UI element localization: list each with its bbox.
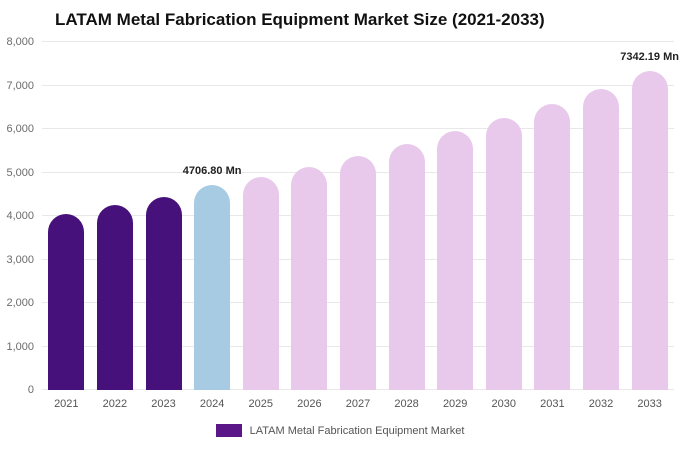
x-tick-label-2021: 2021 — [54, 398, 79, 410]
plot-area: 4706.80 Mn 7342.19 Mn — [42, 41, 679, 390]
bar-slot-2024: 4706.80 Mn — [183, 42, 241, 390]
y-tick-label: 3,000 — [6, 253, 34, 266]
bar-slot-2021 — [42, 42, 91, 390]
y-axis: 0 1,000 2,000 3,000 4,000 5,000 6,000 7,000 8,00… — [0, 36, 36, 396]
bars: 4706.80 Mn 7342.19 Mn — [42, 42, 679, 390]
gridline — [42, 128, 674, 129]
chart-title: LATAM Metal Fabrication Equipment Market… — [55, 10, 545, 29]
bar-slot-2027 — [334, 42, 383, 390]
gridline — [42, 41, 674, 42]
bar-slot-2025 — [236, 42, 285, 390]
x-tick-label-2032: 2032 — [588, 398, 614, 410]
bar-2023[interactable] — [145, 196, 182, 390]
bar-2024[interactable] — [194, 185, 231, 390]
x-tick-label-2023: 2023 — [151, 398, 176, 410]
y-tick-label: 8,000 — [6, 36, 34, 48]
x-tick-label-2028: 2028 — [394, 398, 419, 410]
data-label-2024: 4706.80 Mn — [182, 165, 242, 178]
legend: LATAM Metal Fabrication Equipment Market — [0, 424, 680, 437]
bar-slot-2022 — [91, 42, 140, 390]
data-label-2033: 7342.19 Mn — [620, 50, 679, 63]
bar-slot-2026 — [285, 42, 334, 390]
y-tick-label: 2,000 — [6, 297, 34, 309]
x-tick-label-2030: 2030 — [491, 398, 517, 410]
y-tick-label: 5,000 — [6, 166, 34, 179]
bar-slot-2028 — [382, 42, 431, 390]
x-tick-label-2022: 2022 — [102, 398, 128, 410]
bar-2033[interactable] — [631, 70, 668, 390]
bar-2030[interactable] — [485, 118, 522, 390]
bar-2021[interactable] — [48, 213, 85, 390]
bar-slot-2032 — [577, 42, 626, 390]
bar-2022[interactable] — [96, 205, 133, 390]
gridline — [42, 84, 674, 86]
x-tick-label-2025: 2025 — [248, 398, 273, 410]
x-tick-label-2027: 2027 — [345, 398, 371, 410]
bar-slot-2033: 7342.19 Mn — [620, 42, 679, 390]
y-tick-label: 7,000 — [6, 79, 34, 92]
x-tick-label-2026: 2026 — [297, 398, 322, 410]
bar-2027[interactable] — [339, 155, 376, 390]
x-axis: 2021 2022 2023 2024 2025 2026 2027 2028 2029 2030… — [42, 390, 674, 410]
bar-slot-2030 — [479, 42, 528, 390]
y-tick-label: 1,000 — [6, 340, 34, 353]
bar-2032[interactable] — [583, 88, 619, 390]
legend-swatch-icon — [215, 424, 242, 437]
legend-label: LATAM Metal Fabrication Equipment Market — [249, 424, 465, 437]
y-tick-label: 0 — [27, 384, 34, 396]
bar-2031[interactable] — [534, 103, 571, 390]
y-tick-label: 4,000 — [6, 210, 34, 222]
bar-2029[interactable] — [437, 131, 474, 390]
x-tick-label-2031: 2031 — [540, 398, 565, 410]
bar-slot-2029 — [431, 42, 480, 390]
bar-2028[interactable] — [388, 144, 425, 390]
bar-slot-2031 — [528, 42, 577, 390]
x-tick-label-2033: 2033 — [637, 398, 662, 410]
x-tick-label-2024: 2024 — [199, 398, 225, 410]
bar-slot-2023 — [139, 42, 188, 390]
bar-2026[interactable] — [291, 166, 328, 390]
x-tick-label-2029: 2029 — [442, 398, 468, 410]
bar-2025[interactable] — [242, 176, 279, 390]
y-tick-label: 6,000 — [6, 123, 34, 135]
